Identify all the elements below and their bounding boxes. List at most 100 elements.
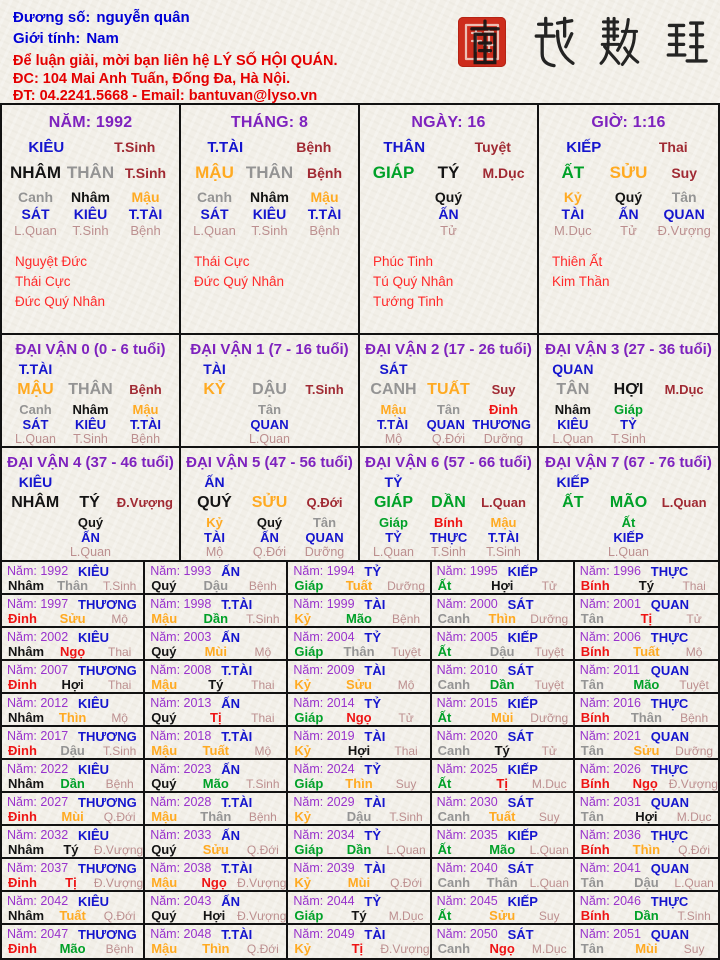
year-cell: Năm: 2042 KIÊU Nhâm Tuất Q.Đới <box>2 892 146 925</box>
dai-van-stem: TÂN <box>556 380 590 398</box>
year-line-1: Năm: 2045 KIẾP <box>432 894 573 909</box>
year-star: TỶ <box>364 762 382 777</box>
year-stem: Mậu <box>151 941 178 956</box>
year-line-1: Năm: 2004 TỶ <box>288 630 429 645</box>
year-line-2: Mậu Dần T.Sinh <box>145 612 286 627</box>
hidden-stem: Nhâm <box>71 189 110 205</box>
dai-van-title: ĐẠI VẬN 6 (57 - 66 tuổi) <box>365 453 532 471</box>
year-cell: Năm: 2036 THỰC Bính Thìn Q.Đới <box>574 826 718 859</box>
year-line-1: Năm: 1993 ẤN <box>145 564 286 579</box>
auspicious-star: Tướng Tinh <box>373 294 444 309</box>
year-stem: Giáp <box>294 578 324 593</box>
year-branch: Tị <box>496 776 508 791</box>
p-hstems: Quý <box>360 189 537 205</box>
year-label: Năm: 1996 <box>579 564 641 578</box>
year-cell: Năm: 2007 THƯƠNG Đinh Hợi Thai <box>2 661 146 694</box>
year-line-1: Năm: 2022 KIÊU <box>2 762 143 777</box>
year-star: SÁT <box>507 927 534 942</box>
year-line-1: Năm: 2023 ẤN <box>145 762 286 777</box>
year-label: Năm: 2009 <box>293 663 355 677</box>
year-cell: Năm: 2001 QUAN Tân Tị Tử <box>574 595 718 628</box>
year-line-1: Năm: 2034 TỶ <box>288 828 429 843</box>
year-cell: Năm: 2029 TÀI Kỷ Dậu T.Sinh <box>288 793 432 826</box>
auspicious-star: Phúc Tinh <box>373 254 434 269</box>
year-cell: Năm: 2026 THỰC Bính Ngọ Đ.Vượng <box>574 760 718 793</box>
year-branch: Dần <box>489 677 515 692</box>
dai-van-star: TỶ <box>384 473 403 490</box>
year-line-2: Nhâm Tý Đ.Vượng <box>2 843 143 858</box>
year-star: T.TÀI <box>221 927 253 942</box>
year-branch: Thìn <box>632 842 661 857</box>
year-label: Năm: 1998 <box>150 597 212 611</box>
contact-line-3: ĐT: 04.2241.5668 - Email: bantuvan@lyso.… <box>13 88 318 104</box>
hidden-star: TÀI <box>561 206 585 222</box>
year-star: ẤN <box>221 828 240 843</box>
dai-van-branch: DẦN <box>431 493 466 511</box>
year-cell: Năm: 2047 THƯƠNG Đinh Mão Bệnh <box>2 925 146 958</box>
year-star: SÁT <box>507 663 534 678</box>
dv-hstages: L.Quan <box>539 545 718 559</box>
hidden-star: SÁT <box>21 206 50 222</box>
year-line-2: Kỷ Dậu T.Sinh <box>288 810 429 825</box>
year-line-2: Ất Mão L.Quan <box>432 842 573 858</box>
auspicious-star: Đức Quý Nhân <box>194 274 285 289</box>
dai-van-stage: L.Quan <box>481 495 526 511</box>
dv-main: QUÝ SỬU Q.Đới <box>181 494 358 512</box>
year-stem: Giáp <box>294 644 324 659</box>
empty-slot <box>601 361 657 377</box>
empty-slot <box>297 417 352 432</box>
dai-van-star: QUAN <box>552 360 594 377</box>
year-star: T.TÀI <box>221 795 253 810</box>
year-cell: Năm: 2037 THƯƠNG Đinh Tị Đ.Vượng <box>2 859 146 892</box>
auspicious-star: Tú Quý Nhân <box>373 274 454 289</box>
year-star: TÀI <box>364 861 386 876</box>
year-branch: Mão <box>489 842 516 857</box>
year-star: THƯƠNG <box>78 729 137 744</box>
year-label: Năm: 2050 <box>436 927 498 941</box>
year-cell: Năm: 1998 T.TÀI Mậu Dần T.Sinh <box>145 595 289 628</box>
hidden-stem: Tân <box>671 189 697 205</box>
year-star: T.TÀI <box>221 597 253 612</box>
dai-van-stem: NHÂM <box>11 493 60 511</box>
year-stage: Suy <box>395 777 417 791</box>
year-stage: Suy <box>683 942 705 956</box>
year-stem: Đinh <box>8 611 37 626</box>
year-branch: Thìn <box>58 710 87 725</box>
year-label: Năm: 2020 <box>436 729 498 743</box>
hidden-stage: T.Sinh <box>486 544 521 559</box>
hidden-star: ẤN <box>81 529 100 545</box>
year-line-2: Bính Thân Bệnh <box>575 711 718 726</box>
empty-slot <box>8 515 63 530</box>
year-line-1: Năm: 2044 TỶ <box>288 894 429 909</box>
year-label: Năm: 2019 <box>293 729 355 743</box>
year-stage: T.Sinh <box>246 777 280 791</box>
auspicious-star-list: Thái Cực Đức Quý Nhân <box>194 252 358 292</box>
hidden-stage: L.Quan <box>14 431 56 446</box>
dv-hstars: TỶ THỰC T.TÀI <box>360 530 537 545</box>
dv-hstages: L.Quan T.Sinh T.Sinh <box>360 545 537 559</box>
year-stage: Tuyệt <box>534 678 565 692</box>
year-branch: Tuất <box>59 908 86 923</box>
hidden-star: SÁT <box>22 416 49 432</box>
dai-van-cell: ĐẠI VẬN 3 (27 - 36 tuổi) QUAN TÂN HỢI M.Dục N… <box>539 335 718 446</box>
empty-slot <box>656 545 712 559</box>
hidden-star: KIÊU <box>557 416 589 432</box>
year-stem: Canh <box>437 677 471 692</box>
empty-slot <box>63 474 118 490</box>
pillar-title: NĂM: 1992 <box>48 114 133 131</box>
dai-van-stem: GIÁP <box>373 493 414 511</box>
year-label: Năm: 2006 <box>579 630 641 644</box>
year-branch: Tý <box>494 743 510 758</box>
year-stem: Nhâm <box>8 578 45 593</box>
year-line-1: Năm: 2003 ẤN <box>145 630 286 645</box>
year-cell: Năm: 2018 T.TÀI Mậu Tuất Mộ <box>145 727 289 760</box>
empty-slot <box>297 361 352 377</box>
empty-slot <box>187 417 242 432</box>
hidden-stage: Bệnh <box>130 223 161 238</box>
hidden-stem: Tân <box>312 514 337 530</box>
pillar-stem: MẬU <box>195 163 234 182</box>
year-line-2: Đinh Mùi Q.Đới <box>2 810 143 825</box>
year-label: Năm: 2021 <box>579 729 641 743</box>
year-stem: Canh <box>437 809 471 824</box>
